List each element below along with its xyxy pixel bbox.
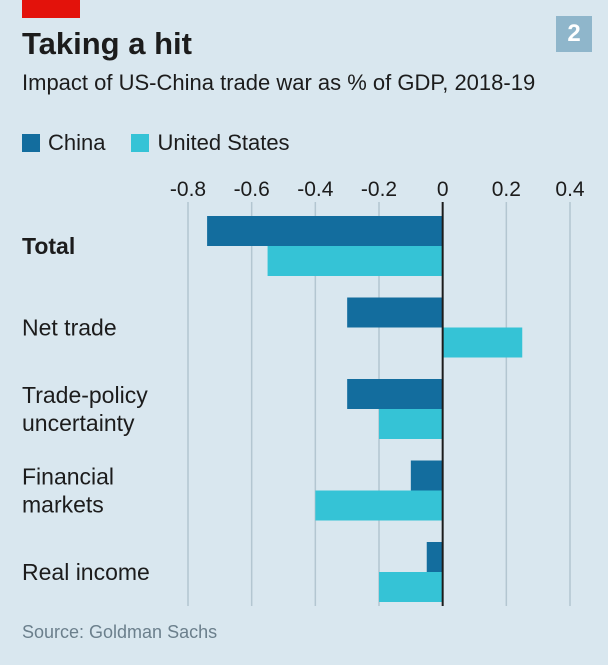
source-note: Source: Goldman Sachs xyxy=(22,622,218,642)
bar-us xyxy=(315,490,443,521)
bar-chart: -0.8 -0.6 -0.4 -0.2 0 0.2 0.4 Total Net trade Tra… xyxy=(22,178,585,606)
chart-number-badge: 2 xyxy=(556,16,592,52)
category-label: Total xyxy=(22,233,75,259)
legend-label-china: China xyxy=(48,130,106,155)
legend-item-us: United States xyxy=(131,130,290,156)
x-tick-label: -0.8 xyxy=(170,178,206,201)
bar-us xyxy=(379,572,443,602)
category-label: Net trade xyxy=(22,315,117,341)
category-label: markets xyxy=(22,492,104,518)
x-tick-label: -0.4 xyxy=(297,178,334,201)
bar-us xyxy=(379,409,443,439)
category-label: Financial xyxy=(22,464,114,490)
category-label: uncertainty xyxy=(22,410,135,436)
bar-china xyxy=(410,460,443,491)
legend-label-us: United States xyxy=(157,130,290,155)
legend-item-china: China xyxy=(22,130,105,156)
category-label: Trade-policy xyxy=(22,382,148,408)
bar-china xyxy=(207,216,443,246)
x-tick-label: 0 xyxy=(437,178,449,201)
category-label: Real income xyxy=(22,559,150,585)
bar-china xyxy=(426,542,443,572)
brand-tag xyxy=(22,0,80,18)
bar-china xyxy=(347,379,443,409)
bar-china xyxy=(347,297,443,328)
chart-subtitle: Impact of US-China trade war as % of GDP… xyxy=(22,70,536,95)
bar-us xyxy=(267,246,443,276)
legend: China United States xyxy=(22,130,316,156)
legend-swatch-china xyxy=(22,134,40,152)
bar-us xyxy=(442,327,523,358)
x-tick-label: 0.2 xyxy=(492,178,521,201)
legend-swatch-us xyxy=(131,134,150,152)
x-tick-label: -0.2 xyxy=(361,178,397,201)
x-tick-label: -0.6 xyxy=(234,178,270,201)
chart-title: Taking a hit xyxy=(22,26,192,61)
x-tick-label: 0.4 xyxy=(555,178,585,201)
